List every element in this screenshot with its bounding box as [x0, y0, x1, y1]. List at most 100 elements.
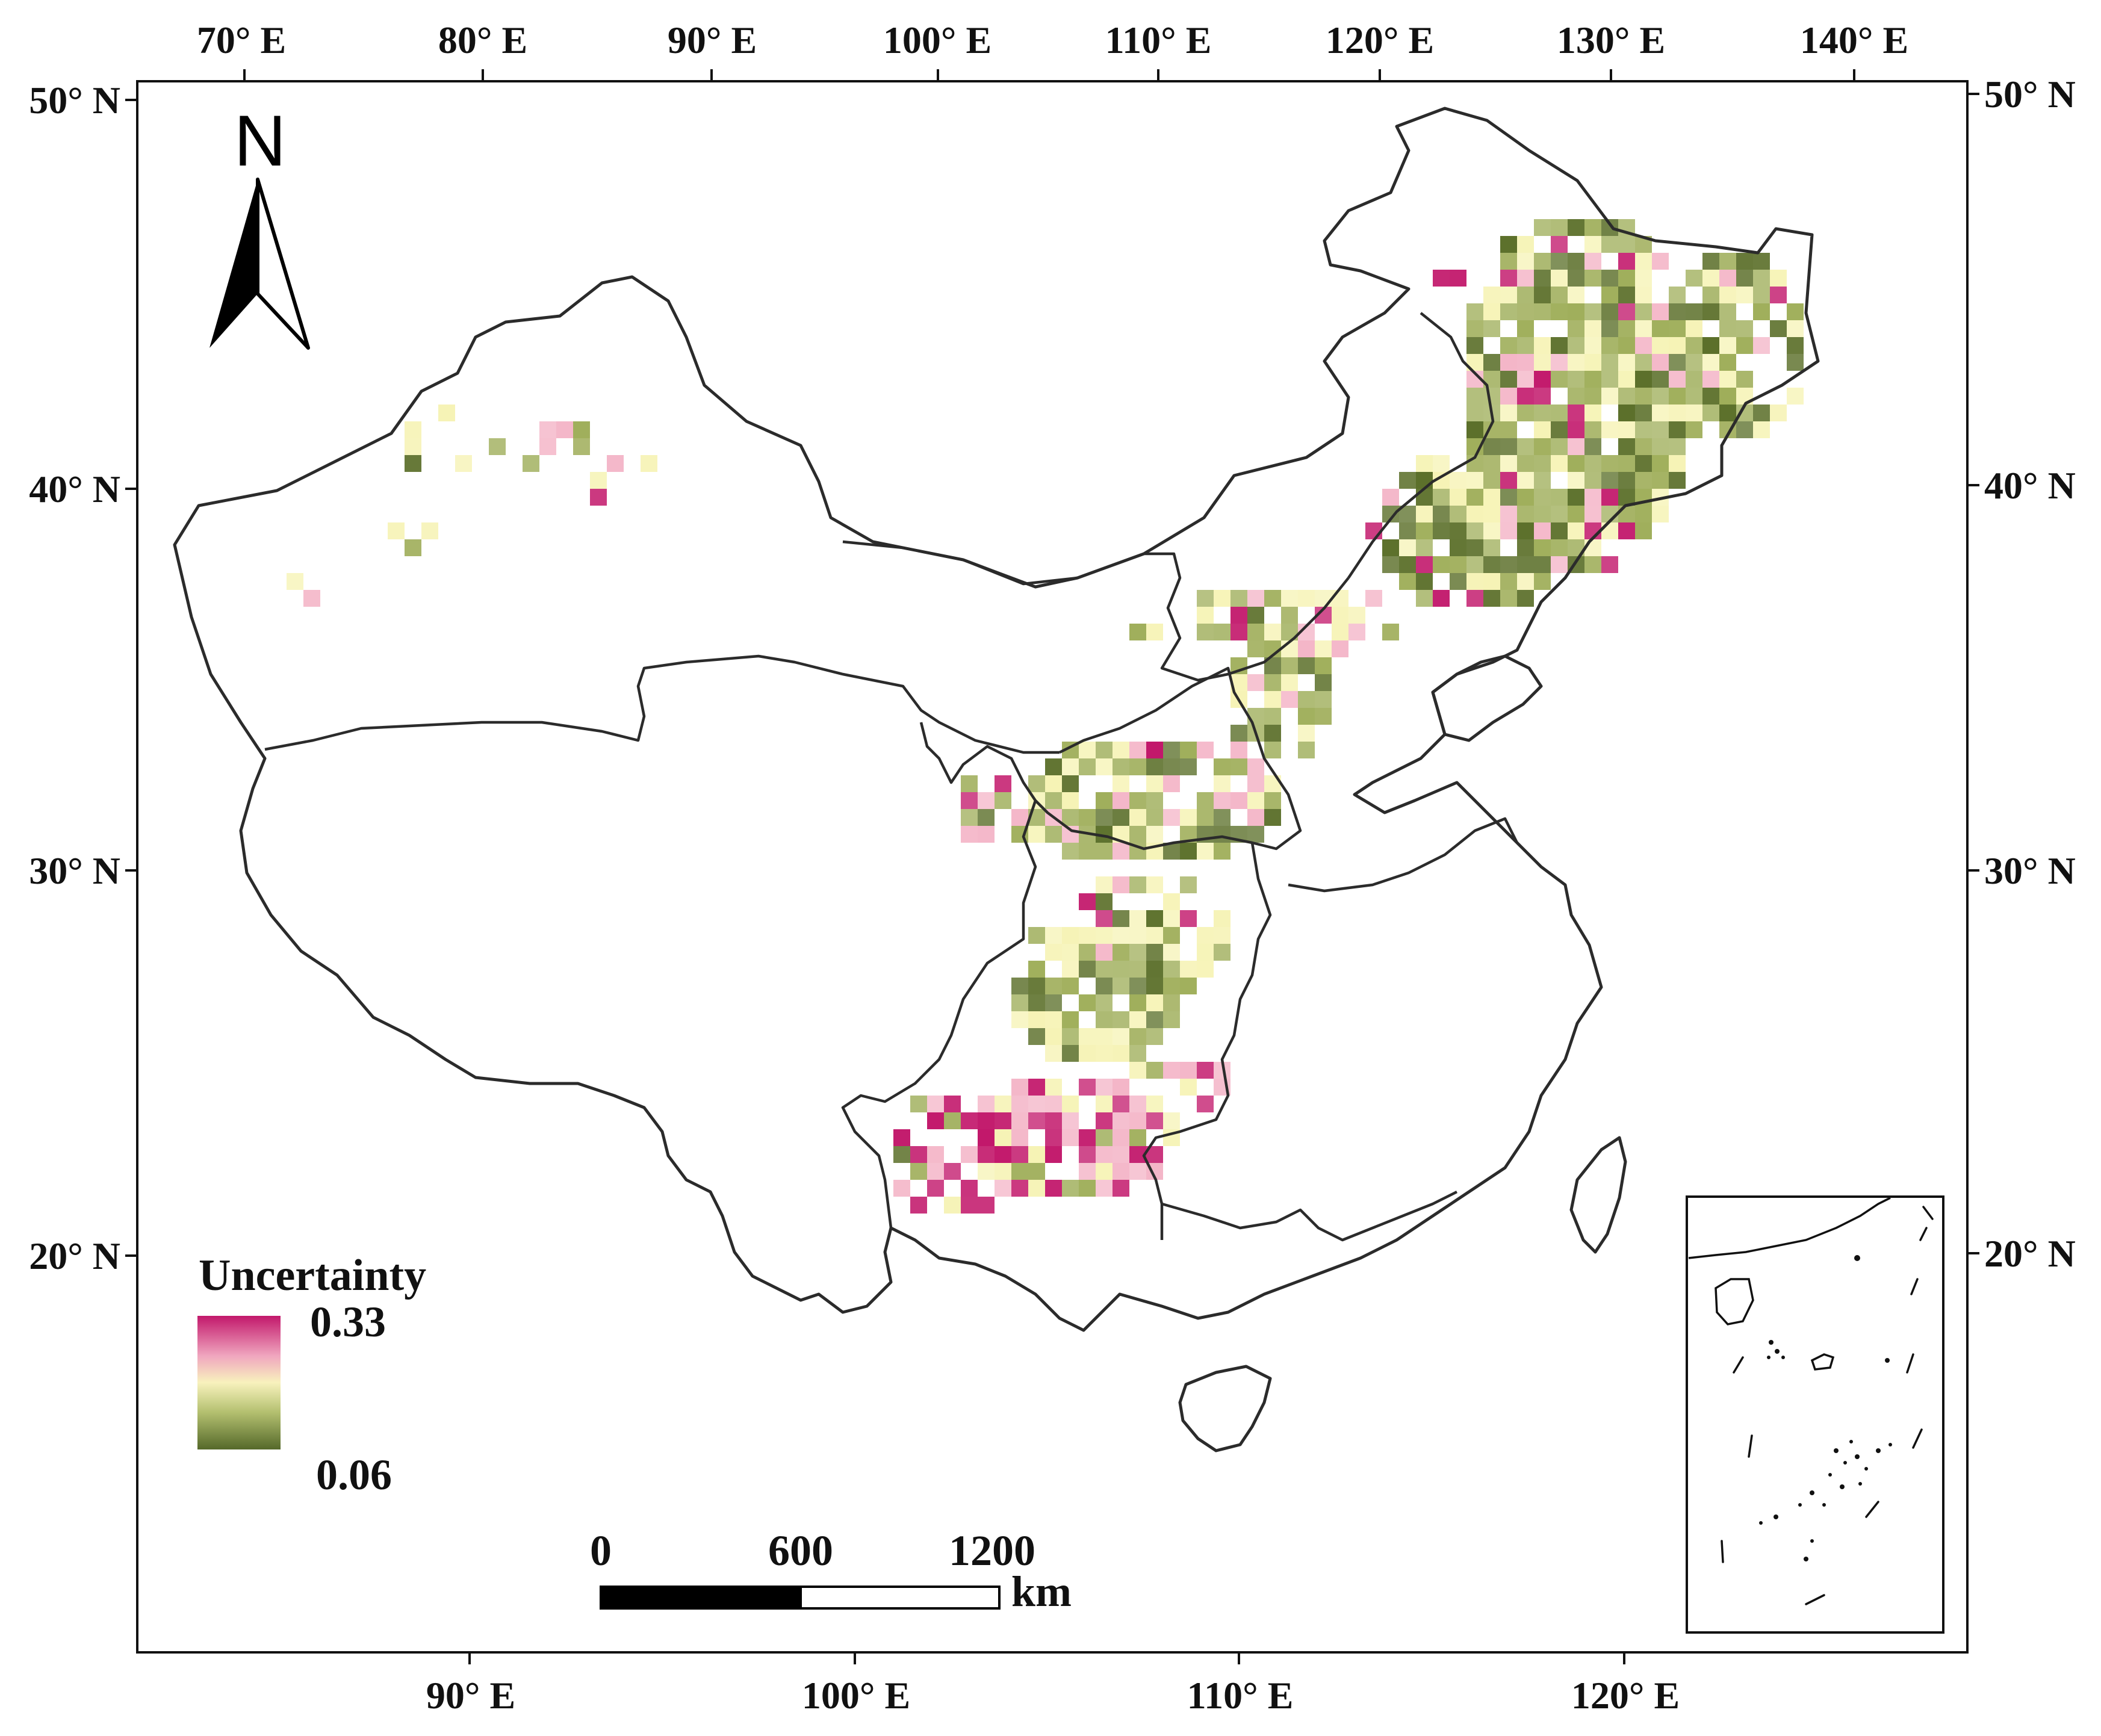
raster-cell — [1062, 1045, 1079, 1062]
raster-cell — [1652, 354, 1669, 371]
raster-cell — [1197, 809, 1214, 826]
raster-cell — [1011, 978, 1028, 994]
raster-cell — [1247, 708, 1264, 725]
raster-cell — [1146, 1112, 1163, 1129]
raster-cell — [1264, 590, 1281, 607]
raster-cell — [1129, 978, 1146, 994]
raster-cell — [1719, 253, 1736, 270]
raster-cell — [1500, 556, 1517, 573]
raster-cell — [1163, 893, 1180, 910]
raster-cell — [1062, 961, 1079, 978]
raster-cell — [1702, 337, 1719, 354]
raster-cell — [1568, 337, 1584, 354]
region-boundary — [264, 654, 1060, 754]
raster-cell — [1129, 961, 1146, 978]
raster-cell — [1062, 1180, 1079, 1197]
raster-cell — [1129, 1112, 1146, 1129]
raster-cell — [1113, 758, 1129, 775]
raster-cell — [1551, 539, 1568, 556]
raster-cell — [1618, 472, 1635, 489]
raster-cell — [1079, 961, 1096, 978]
raster-cell — [1180, 809, 1197, 826]
bottom-longitude-labels: 90° E 100° E 110° E 120° E — [426, 1674, 1680, 1717]
raster-cell — [1534, 405, 1551, 421]
raster-cell — [1028, 961, 1045, 978]
raster-cell — [1736, 421, 1753, 438]
raster-cell — [1230, 758, 1247, 775]
raster-cell — [1652, 371, 1669, 388]
raster-cell — [1517, 337, 1534, 354]
raster-cell — [1146, 876, 1163, 893]
raster-cell — [1517, 236, 1534, 253]
raster-cell — [1719, 303, 1736, 320]
raster-cell — [1466, 590, 1483, 607]
raster-cell — [1247, 607, 1264, 624]
raster-cell — [1719, 337, 1736, 354]
raster-cell — [1247, 758, 1264, 775]
raster-cell — [1028, 1028, 1045, 1045]
raster-cell — [1568, 388, 1584, 405]
scale-label: 1200 — [949, 1527, 1035, 1575]
raster-cell — [893, 1180, 910, 1197]
raster-cell — [1686, 405, 1702, 421]
raster-cell — [1079, 1028, 1096, 1045]
south-china-sea-inset — [1686, 1195, 1944, 1634]
raster-cell — [1584, 253, 1601, 270]
right-lat-label: 20° N — [1984, 1232, 2076, 1275]
raster-cell — [1551, 253, 1568, 270]
legend-max-label: 0.33 — [310, 1298, 386, 1346]
legend-title: Uncertainty — [199, 1251, 426, 1300]
raster-cell — [1551, 337, 1568, 354]
raster-cell — [1079, 1146, 1096, 1163]
raster-cell — [1163, 994, 1180, 1011]
raster-cell — [1163, 944, 1180, 961]
raster-cell — [1483, 354, 1500, 371]
raster-cell — [523, 455, 539, 472]
raster-cell — [1011, 1079, 1028, 1096]
raster-cell — [1416, 573, 1433, 590]
raster-cell — [1686, 421, 1702, 438]
raster-cell — [1129, 1163, 1146, 1180]
raster-cell — [1129, 792, 1146, 809]
top-lon-label: 100° E — [883, 19, 992, 61]
raster-cell — [1129, 758, 1146, 775]
raster-cell — [1702, 303, 1719, 320]
raster-cell — [1146, 758, 1163, 775]
raster-cell — [1332, 640, 1348, 657]
raster-cell — [1045, 994, 1062, 1011]
raster-cell — [1399, 573, 1416, 590]
raster-cell — [1534, 506, 1551, 522]
raster-cell — [1197, 624, 1214, 640]
raster-cell — [1719, 388, 1736, 405]
raster-cell — [1028, 826, 1045, 843]
raster-cell — [1433, 489, 1450, 506]
raster-cell — [1079, 893, 1096, 910]
raster-cell — [1719, 270, 1736, 287]
raster-cell — [927, 1180, 944, 1197]
raster-cell — [978, 1096, 995, 1112]
raster-cell — [961, 1146, 978, 1163]
raster-cell — [1483, 472, 1500, 489]
raster-cell — [1146, 994, 1163, 1011]
raster-cell — [1113, 1163, 1129, 1180]
raster-cell — [1129, 809, 1146, 826]
raster-cell — [1096, 1045, 1113, 1062]
raster-cell — [1062, 978, 1079, 994]
raster-cell — [1483, 320, 1500, 337]
raster-cell — [1332, 624, 1348, 640]
raster-cell — [1045, 775, 1062, 792]
raster-cell — [405, 455, 421, 472]
raster-cell — [1466, 337, 1483, 354]
raster-cell — [1045, 792, 1062, 809]
raster-cell — [1584, 219, 1601, 236]
raster-cell — [1298, 657, 1315, 674]
raster-cell — [1399, 556, 1416, 573]
raster-cell — [1045, 927, 1062, 944]
raster-cell — [1686, 354, 1702, 371]
raster-cell — [1534, 253, 1551, 270]
raster-cell — [1382, 556, 1399, 573]
raster-cell — [1045, 944, 1062, 961]
raster-cell — [1669, 303, 1686, 320]
raster-cell — [1045, 826, 1062, 843]
raster-cell — [1011, 1129, 1028, 1146]
